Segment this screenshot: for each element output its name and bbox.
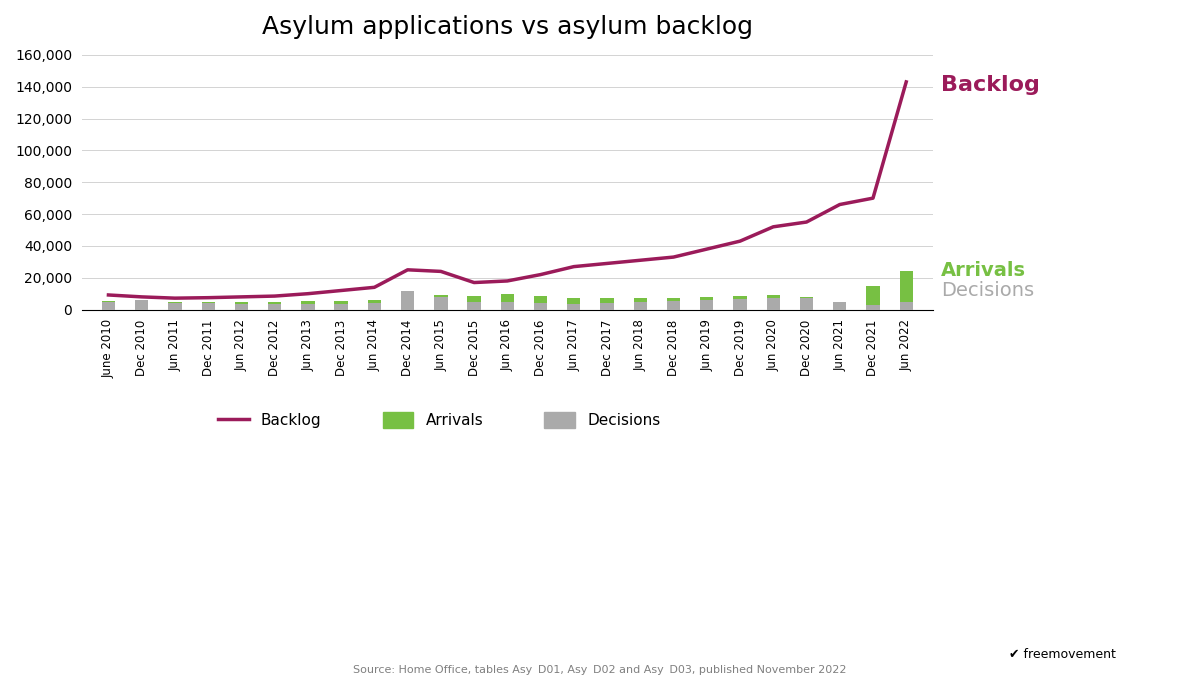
Bar — [568, 298, 581, 310]
Bar — [667, 298, 680, 310]
Bar — [367, 303, 382, 310]
Text: Source: Home Office, tables Asy_D01, Asy_D02 and Asy_D03, published November 202: Source: Home Office, tables Asy_D01, Asy… — [353, 664, 847, 674]
Title: Asylum applications vs asylum backlog: Asylum applications vs asylum backlog — [262, 15, 752, 39]
Bar — [767, 295, 780, 310]
Bar — [534, 303, 547, 310]
Bar — [733, 299, 746, 310]
Bar — [800, 297, 814, 310]
Bar — [301, 304, 314, 310]
Text: Decisions: Decisions — [941, 281, 1034, 300]
Bar — [268, 302, 281, 310]
Bar — [900, 302, 913, 310]
Bar — [900, 271, 913, 310]
Bar — [102, 301, 115, 310]
Bar — [500, 302, 514, 310]
Bar — [202, 303, 215, 310]
Bar — [335, 301, 348, 310]
Bar — [235, 304, 248, 310]
Bar — [202, 302, 215, 310]
Bar — [600, 303, 613, 310]
Bar — [102, 302, 115, 310]
Text: Backlog: Backlog — [941, 76, 1040, 95]
Bar — [568, 304, 581, 310]
Bar — [700, 297, 714, 310]
Bar — [866, 305, 880, 310]
Legend: Backlog, Arrivals, Decisions: Backlog, Arrivals, Decisions — [212, 406, 666, 435]
Bar — [335, 304, 348, 310]
Bar — [401, 298, 414, 310]
Bar — [866, 286, 880, 310]
Bar — [634, 302, 647, 310]
Text: ✔ freemovement: ✔ freemovement — [1009, 648, 1116, 661]
Bar — [468, 296, 481, 310]
Bar — [800, 298, 814, 310]
Bar — [733, 296, 746, 310]
Bar — [600, 298, 613, 310]
Bar — [136, 302, 149, 310]
Bar — [136, 300, 149, 310]
Bar — [534, 296, 547, 310]
Bar — [634, 298, 647, 310]
Bar — [367, 300, 382, 310]
Bar — [667, 301, 680, 310]
Bar — [434, 295, 448, 310]
Bar — [833, 302, 846, 310]
Text: Arrivals: Arrivals — [941, 261, 1026, 279]
Bar — [767, 298, 780, 310]
Bar — [434, 297, 448, 310]
Bar — [168, 302, 181, 310]
Bar — [468, 302, 481, 310]
Bar — [301, 301, 314, 310]
Bar — [500, 294, 514, 310]
Bar — [700, 300, 714, 310]
Bar — [168, 303, 181, 310]
Bar — [268, 304, 281, 310]
Bar — [235, 302, 248, 310]
Bar — [401, 290, 414, 310]
Bar — [833, 302, 846, 310]
